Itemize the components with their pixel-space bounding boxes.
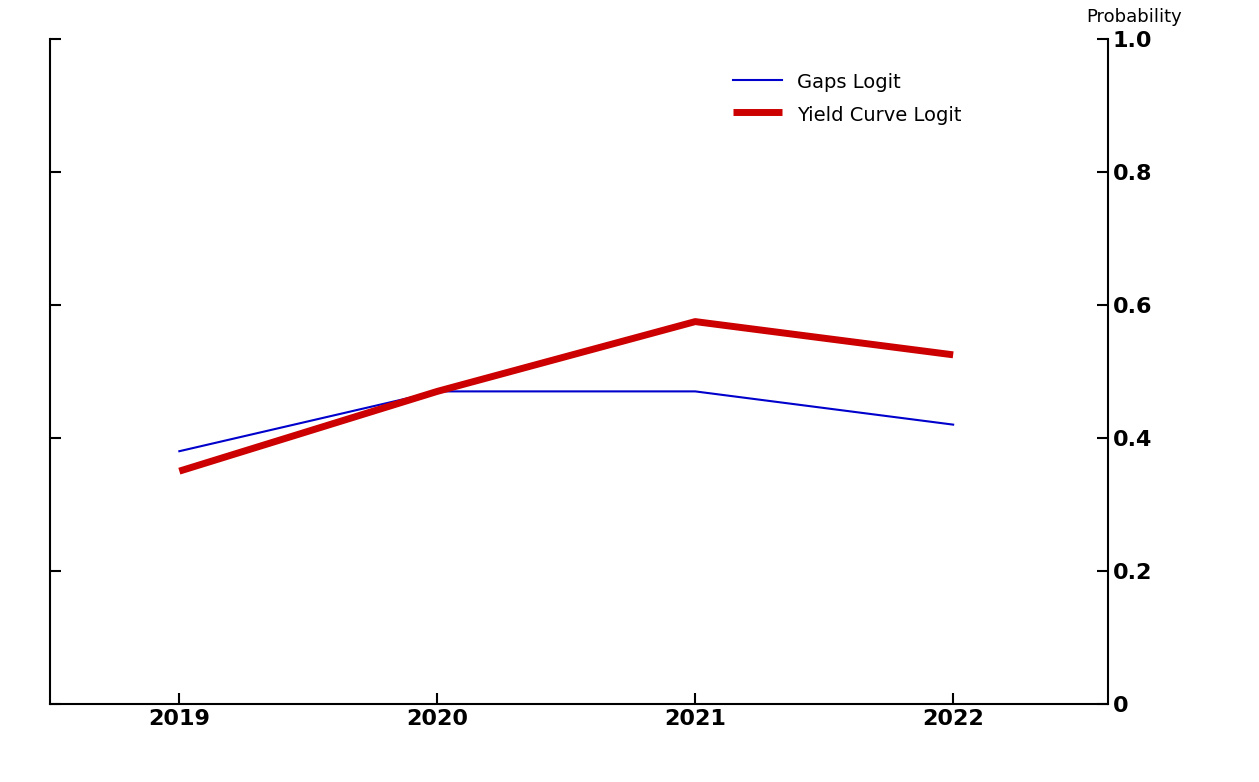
Text: Probability: Probability xyxy=(1087,8,1182,26)
Yield Curve Logit xyxy=(171,466,186,475)
Yield Curve Logit xyxy=(687,317,703,326)
Yield Curve Logit xyxy=(946,350,961,360)
Gaps Logit xyxy=(429,387,444,396)
Gaps Logit xyxy=(946,420,961,429)
Gaps Logit xyxy=(687,387,703,396)
Line: Gaps Logit: Gaps Logit xyxy=(179,391,953,451)
Legend: Gaps Logit, Yield Curve Logit: Gaps Logit, Yield Curve Logit xyxy=(723,62,971,135)
Line: Yield Curve Logit: Yield Curve Logit xyxy=(179,321,953,471)
Yield Curve Logit xyxy=(429,387,444,396)
Gaps Logit xyxy=(171,447,186,456)
